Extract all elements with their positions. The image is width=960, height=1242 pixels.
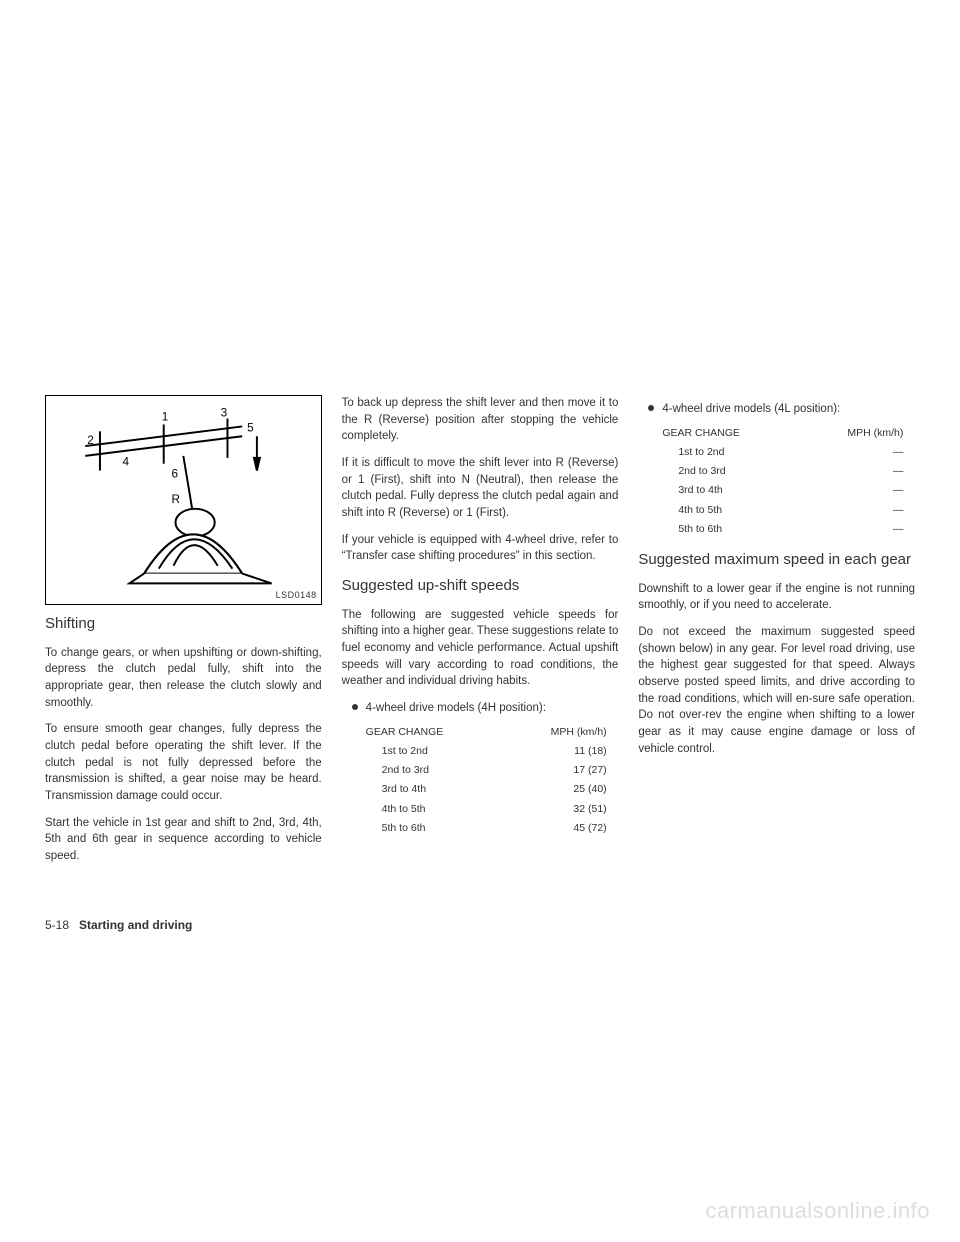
svg-text:2: 2: [87, 434, 94, 447]
bullet-4l: 4-wheel drive models (4L position):: [648, 401, 915, 418]
bullet-text: 4-wheel drive models (4H position):: [366, 700, 546, 717]
svg-text:4: 4: [123, 456, 130, 469]
cell: —: [801, 501, 908, 520]
section-title: Starting and driving: [79, 918, 192, 932]
shift-pattern-figure: 1 2 3 4 5 6 R LSD0148: [45, 395, 322, 605]
bullet-text: 4-wheel drive models (4L position):: [662, 401, 840, 418]
cell: 3rd to 4th: [362, 780, 504, 799]
svg-text:3: 3: [221, 407, 228, 420]
cell: 2nd to 3rd: [362, 761, 504, 780]
page-content: 1 2 3 4 5 6 R LSD0148 Shifting To change…: [0, 0, 960, 875]
cell: —: [801, 443, 908, 462]
cell: 2nd to 3rd: [658, 462, 800, 481]
heading-shifting: Shifting: [45, 613, 322, 635]
page-footer: 5-18 Starting and driving: [45, 918, 192, 932]
figure-code: LSD0148: [276, 589, 317, 602]
th-gear: GEAR CHANGE: [362, 723, 504, 742]
cell: 4th to 5th: [362, 800, 504, 819]
table-4l: GEAR CHANGE MPH (km/h) 1st to 2nd— 2nd t…: [658, 424, 907, 539]
table-4h: GEAR CHANGE MPH (km/h) 1st to 2nd11 (18)…: [362, 723, 611, 838]
heading-upshift: Suggested up-shift speeds: [342, 575, 619, 597]
bullet-icon: [648, 405, 654, 411]
para: To ensure smooth gear changes, fully dep…: [45, 721, 322, 804]
bullet-4h: 4-wheel drive models (4H position):: [352, 700, 619, 717]
para: If your vehicle is equipped with 4-wheel…: [342, 532, 619, 565]
para: Do not exceed the maximum suggested spee…: [638, 624, 915, 757]
cell: 1st to 2nd: [658, 443, 800, 462]
para: To change gears, or when upshifting or d…: [45, 645, 322, 712]
cell: 5th to 6th: [362, 819, 504, 838]
page-number: 5-18: [45, 918, 69, 932]
para: Downshift to a lower gear if the engine …: [638, 581, 915, 614]
th-mph: MPH (km/h): [801, 424, 908, 443]
svg-text:5: 5: [247, 421, 254, 434]
cell: —: [801, 520, 908, 539]
column-1: 1 2 3 4 5 6 R LSD0148 Shifting To change…: [45, 395, 322, 875]
heading-max-speed: Suggested maximum speed in each gear: [638, 549, 915, 571]
cell: 3rd to 4th: [658, 481, 800, 500]
cell: —: [801, 481, 908, 500]
cell: 1st to 2nd: [362, 742, 504, 761]
svg-text:1: 1: [162, 411, 169, 424]
para: The following are suggested vehicle spee…: [342, 607, 619, 690]
th-mph: MPH (km/h): [504, 723, 611, 742]
column-2: To back up depress the shift lever and t…: [342, 395, 619, 875]
para: If it is difficult to move the shift lev…: [342, 455, 619, 522]
cell: 4th to 5th: [658, 501, 800, 520]
cell: —: [801, 462, 908, 481]
cell: 25 (40): [504, 780, 611, 799]
para: To back up depress the shift lever and t…: [342, 395, 619, 445]
column-3: 4-wheel drive models (4L position): GEAR…: [638, 395, 915, 875]
para: Start the vehicle in 1st gear and shift …: [45, 815, 322, 865]
cell: 11 (18): [504, 742, 611, 761]
svg-text:R: R: [172, 493, 181, 506]
cell: 5th to 6th: [658, 520, 800, 539]
cell: 17 (27): [504, 761, 611, 780]
bullet-icon: [352, 704, 358, 710]
th-gear: GEAR CHANGE: [658, 424, 800, 443]
watermark: carmanualsonline.info: [705, 1198, 930, 1224]
shift-pattern-icon: 1 2 3 4 5 6 R: [46, 396, 321, 604]
svg-text:6: 6: [172, 467, 179, 480]
cell: 32 (51): [504, 800, 611, 819]
cell: 45 (72): [504, 819, 611, 838]
